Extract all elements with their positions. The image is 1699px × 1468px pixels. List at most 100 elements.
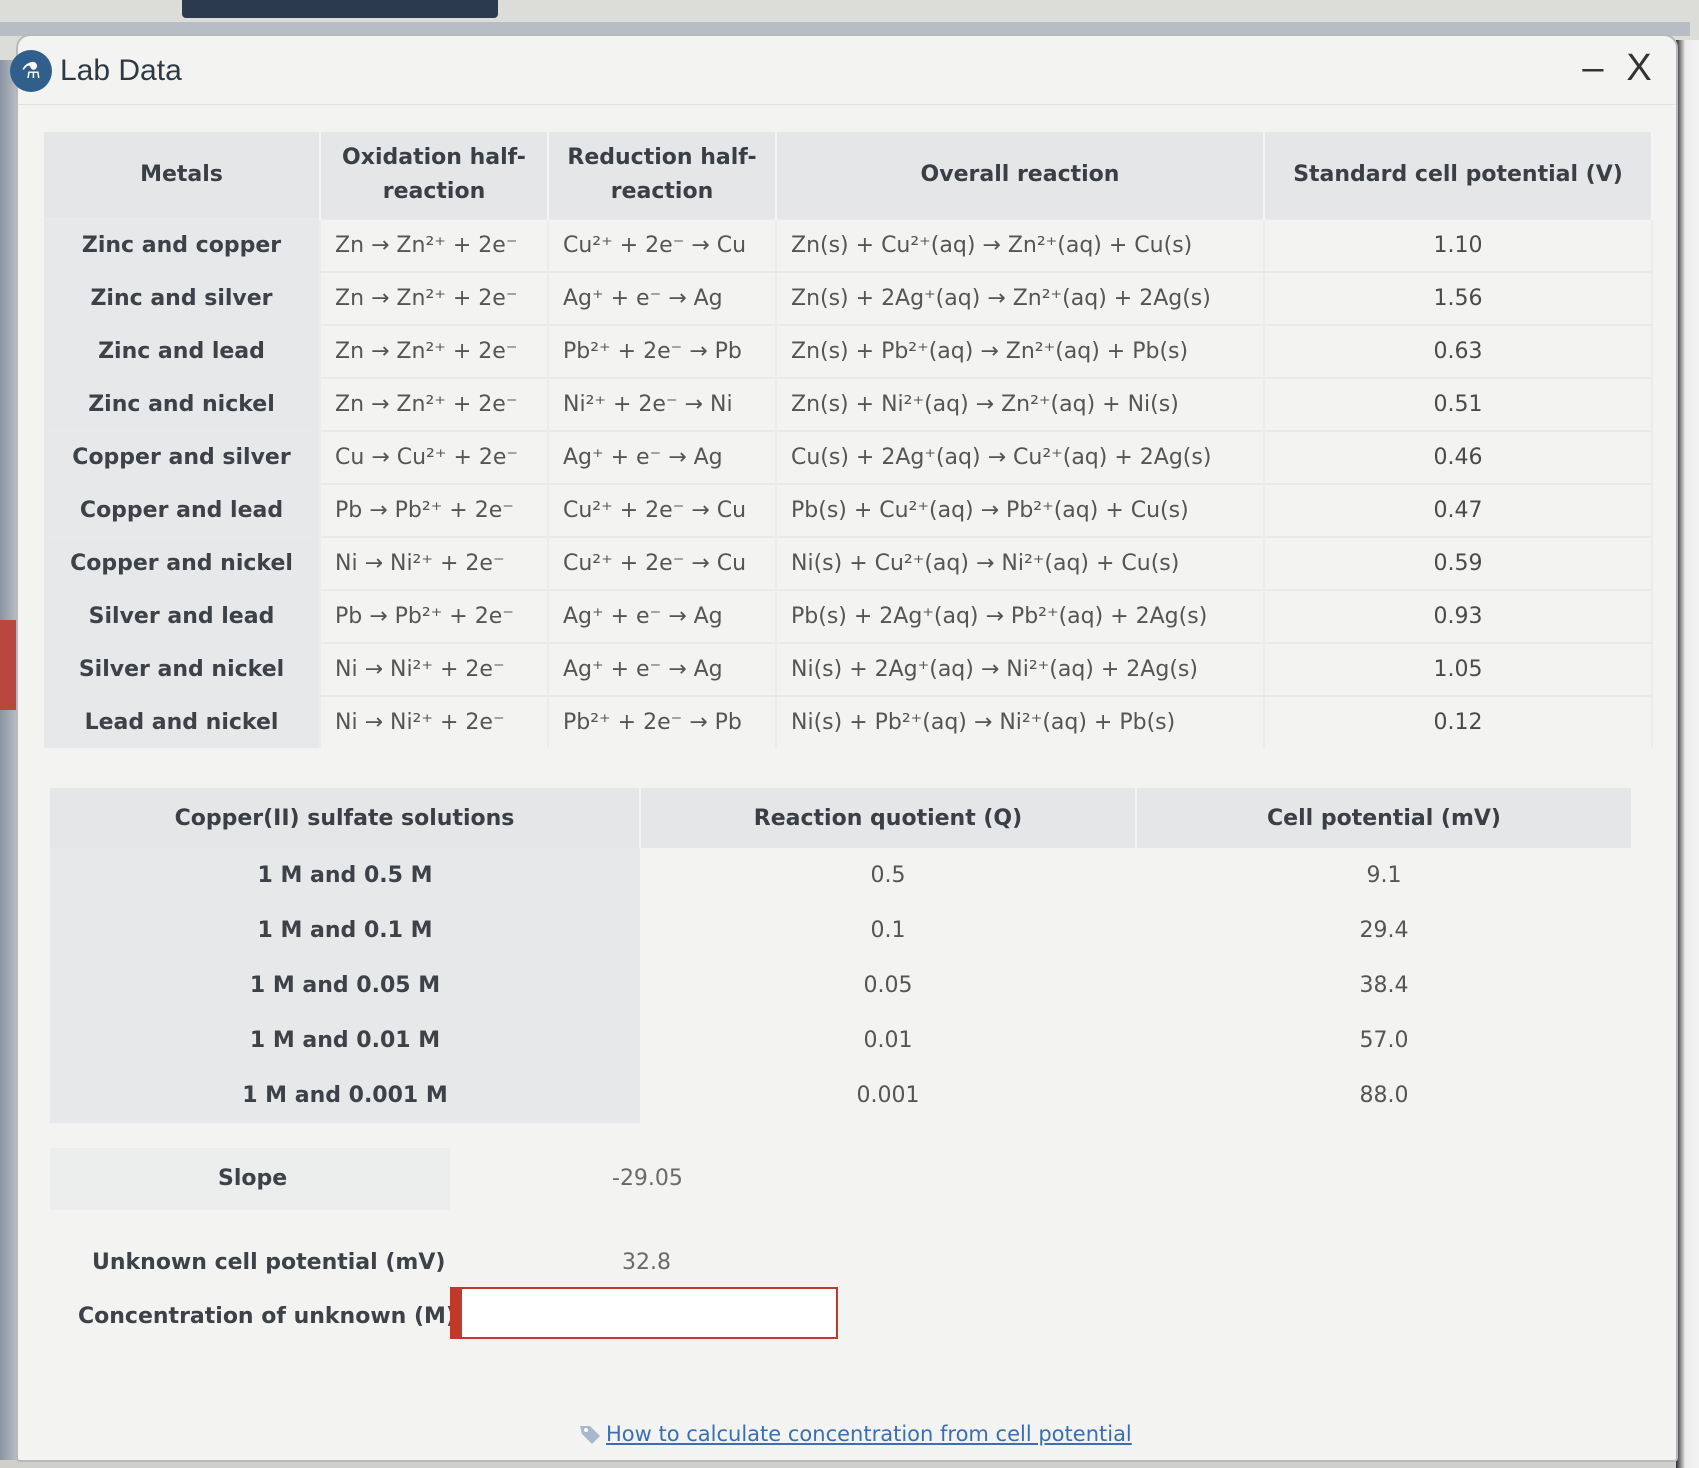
oxidation-cell: Zn → Zn²⁺ + 2e⁻ — [320, 324, 549, 378]
overall-reaction-cell: Ni(s) + Pb²⁺(aq) → Ni²⁺(aq) + Pb(s) — [776, 695, 1265, 748]
background-right-edge — [1676, 40, 1699, 1468]
standard-potential-cell: 1.10 — [1264, 218, 1653, 272]
table-header-row: Copper(II) sulfate solutions Reaction qu… — [50, 788, 1633, 848]
standard-potential-cell: 0.93 — [1264, 589, 1653, 643]
overall-reaction-cell: Ni(s) + Cu²⁺(aq) → Ni²⁺(aq) + Cu(s) — [776, 536, 1265, 590]
reduction-cell: Ag⁺ + e⁻ → Ag — [548, 430, 777, 484]
cell-potential-cell: 57.0 — [1359, 1028, 1409, 1053]
reduction-cell: Cu²⁺ + 2e⁻ → Cu — [548, 218, 777, 272]
metals-cell: Copper and nickel — [44, 536, 321, 590]
titlebar: ⚗ Lab Data – X — [10, 36, 1676, 105]
reduction-cell: Ag⁺ + e⁻ → Ag — [548, 271, 777, 325]
metals-cell: Lead and nickel — [44, 695, 321, 748]
unknown-concentration-label: Concentration of unknown (M) — [78, 1304, 456, 1329]
window-title: Lab Data — [60, 54, 182, 87]
reduction-cell: Pb²⁺ + 2e⁻ → Pb — [548, 324, 777, 378]
table-row: Lead and nickel Ni → Ni²⁺ + 2e⁻ Pb²⁺ + 2e⁻… — [44, 695, 1653, 748]
reduction-cell: Ag⁺ + e⁻ → Ag — [548, 642, 777, 696]
col-header-solutions: Copper(II) sulfate solutions — [50, 788, 641, 848]
tag-icon — [580, 1426, 600, 1444]
reduction-cell: Ni²⁺ + 2e⁻ → Ni — [548, 377, 777, 431]
metals-cell: Silver and nickel — [44, 642, 321, 696]
metals-cell: Zinc and copper — [44, 218, 321, 272]
overall-reaction-cell: Pb(s) + Cu²⁺(aq) → Pb²⁺(aq) + Cu(s) — [776, 483, 1265, 537]
table-row: Silver and nickel Ni → Ni²⁺ + 2e⁻ Ag⁺ + e⁻… — [44, 642, 1653, 696]
reaction-quotient-cell: 0.1 — [870, 918, 906, 943]
metals-cell: Copper and silver — [44, 430, 321, 484]
unknown-potential-label: Unknown cell potential (mV) — [92, 1250, 446, 1275]
table-row: 1 M and 0.01 M 0.01 57.0 — [50, 1013, 1632, 1068]
table-row: Copper and nickel Ni → Ni²⁺ + 2e⁻ Cu²⁺ + 2… — [44, 536, 1653, 590]
concentration-body: 1 M and 0.5 M 0.5 9.1 1 M and 0.1 M 0.1 29.4 1… — [50, 848, 1632, 1123]
oxidation-cell: Ni → Ni²⁺ + 2e⁻ — [320, 695, 549, 748]
reaction-quotient-cell: 0.01 — [863, 1028, 913, 1053]
overall-reaction-cell: Zn(s) + Pb²⁺(aq) → Zn²⁺(aq) + Pb(s) — [776, 324, 1265, 378]
metals-cell: Zinc and silver — [44, 271, 321, 325]
overall-reaction-cell: Ni(s) + 2Ag⁺(aq) → Ni²⁺(aq) + 2Ag(s) — [776, 642, 1265, 696]
table-row: Copper and silver Cu → Cu²⁺ + 2e⁻ Ag⁺ + e⁻… — [44, 430, 1653, 484]
standard-potential-cell: 0.51 — [1264, 377, 1653, 431]
help-concentration-link[interactable]: How to calculate concentration from cell… — [606, 1422, 1132, 1446]
solutions-cell: 1 M and 0.5 M — [50, 848, 640, 903]
solutions-cell: 1 M and 0.05 M — [50, 958, 640, 1013]
background-rail — [0, 22, 1690, 36]
reduction-cell: Pb²⁺ + 2e⁻ → Pb — [548, 695, 777, 748]
table-row: Zinc and nickel Zn → Zn²⁺ + 2e⁻ Ni²⁺ + 2e⁻… — [44, 377, 1653, 431]
solutions-cell: 1 M and 0.001 M — [50, 1068, 640, 1123]
table-row: 1 M and 0.5 M 0.5 9.1 — [50, 848, 1632, 903]
cell-potential-cell: 38.4 — [1359, 973, 1409, 998]
oxidation-cell: Ni → Ni²⁺ + 2e⁻ — [320, 642, 549, 696]
overall-reaction-cell: Pb(s) + 2Ag⁺(aq) → Pb²⁺(aq) + 2Ag(s) — [776, 589, 1265, 643]
overall-reaction-cell: Cu(s) + 2Ag⁺(aq) → Cu²⁺(aq) + 2Ag(s) — [776, 430, 1265, 484]
reduction-cell: Cu²⁺ + 2e⁻ → Cu — [548, 483, 777, 537]
table-row: Zinc and copper Zn → Zn²⁺ + 2e⁻ Cu²⁺ + 2e⁻… — [44, 218, 1653, 272]
col-header-standard-potential: Standard cell potential (V) — [1264, 132, 1653, 219]
overall-reaction-cell: Zn(s) + Cu²⁺(aq) → Zn²⁺(aq) + Cu(s) — [776, 218, 1265, 272]
oxidation-cell: Zn → Zn²⁺ + 2e⁻ — [320, 377, 549, 431]
table-row: 1 M and 0.001 M 0.001 88.0 — [50, 1068, 1632, 1123]
col-header-oxidation: Oxidation half-reaction — [320, 132, 549, 219]
unknown-concentration-input[interactable] — [450, 1287, 838, 1339]
standard-potential-cell: 0.63 — [1264, 324, 1653, 378]
metals-cell: Silver and lead — [44, 589, 321, 643]
standard-potential-cell: 1.56 — [1264, 271, 1653, 325]
slope-background — [50, 1148, 450, 1210]
standard-potential-cell: 0.46 — [1264, 430, 1653, 484]
solutions-cell: 1 M and 0.1 M — [50, 903, 640, 958]
concentration-table: Copper(II) sulfate solutions Reaction qu… — [50, 788, 1633, 1123]
cell-potential-table: Metals Oxidation half-reaction Reduction… — [44, 132, 1653, 748]
table-row: Zinc and lead Zn → Zn²⁺ + 2e⁻ Pb²⁺ + 2e⁻ →… — [44, 324, 1653, 378]
reduction-cell: Cu²⁺ + 2e⁻ → Cu — [548, 536, 777, 590]
reaction-quotient-cell: 0.05 — [863, 973, 913, 998]
table-row: 1 M and 0.05 M 0.05 38.4 — [50, 958, 1632, 1013]
overall-reaction-cell: Zn(s) + Ni²⁺(aq) → Zn²⁺(aq) + Ni(s) — [776, 377, 1265, 431]
minimize-button[interactable]: – — [1582, 47, 1604, 89]
unknown-potential-value: 32.8 — [622, 1250, 671, 1275]
standard-potential-cell: 1.05 — [1264, 642, 1653, 696]
cell-potential-body: Zinc and copper Zn → Zn²⁺ + 2e⁻ Cu²⁺ + 2e⁻… — [44, 218, 1653, 748]
oxidation-cell: Ni → Ni²⁺ + 2e⁻ — [320, 536, 549, 590]
metals-cell: Copper and lead — [44, 483, 321, 537]
close-button[interactable]: X — [1626, 47, 1652, 89]
reaction-quotient-cell: 0.001 — [856, 1083, 920, 1108]
table-row: Silver and lead Pb → Pb²⁺ + 2e⁻ Ag⁺ + e⁻ →… — [44, 589, 1653, 643]
col-header-metals: Metals — [44, 132, 321, 219]
standard-potential-cell: 0.47 — [1264, 483, 1653, 537]
background-tab — [182, 0, 498, 18]
col-header-reaction-quotient: Reaction quotient (Q) — [640, 788, 1137, 848]
oxidation-cell: Zn → Zn²⁺ + 2e⁻ — [320, 271, 549, 325]
oxidation-cell: Cu → Cu²⁺ + 2e⁻ — [320, 430, 549, 484]
reaction-quotient-cell: 0.5 — [870, 863, 906, 888]
table-row: 1 M and 0.1 M 0.1 29.4 — [50, 903, 1632, 958]
cell-potential-cell: 9.1 — [1366, 863, 1402, 888]
col-header-cell-potential: Cell potential (mV) — [1136, 788, 1633, 848]
slope-value: -29.05 — [612, 1166, 683, 1191]
reduction-cell: Ag⁺ + e⁻ → Ag — [548, 589, 777, 643]
oxidation-cell: Zn → Zn²⁺ + 2e⁻ — [320, 218, 549, 272]
table-row: Zinc and silver Zn → Zn²⁺ + 2e⁻ Ag⁺ + e⁻ →… — [44, 271, 1653, 325]
standard-potential-cell: 0.59 — [1264, 536, 1653, 590]
lab-data-window: ⚗ Lab Data – X Metals Oxidation half-rea… — [10, 34, 1678, 1462]
table-header-row: Metals Oxidation half-reaction Reduction… — [44, 132, 1653, 219]
oxidation-cell: Pb → Pb²⁺ + 2e⁻ — [320, 589, 549, 643]
